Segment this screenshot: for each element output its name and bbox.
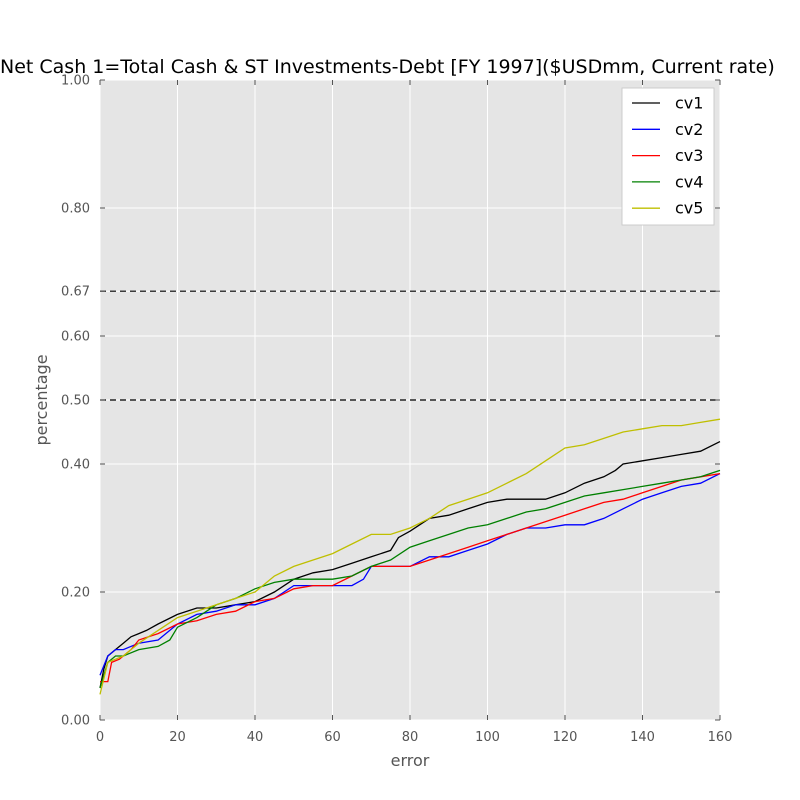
chart-title: Net Cash 1=Total Cash & ST Investments-D… [0, 56, 775, 78]
legend-label-cv2: cv2 [675, 120, 703, 139]
legend-label-cv5: cv5 [675, 199, 703, 218]
y-axis-label: percentage [32, 354, 51, 445]
x-tick-label: 100 [475, 730, 500, 745]
y-tick-label: 1.00 [61, 74, 90, 89]
legend-label-cv4: cv4 [675, 172, 703, 191]
x-tick-label: 20 [169, 730, 186, 745]
series-line-cv1 [99, 441, 721, 689]
x-axis-label: error [391, 751, 430, 770]
y-tick-label: 0.20 [61, 586, 90, 601]
x-tick-label: 0 [96, 730, 104, 745]
series-line-cv5 [99, 418, 721, 695]
x-tick-label: 160 [708, 730, 733, 745]
legend-label-cv3: cv3 [675, 146, 703, 165]
x-tick-label: 40 [247, 730, 264, 745]
y-tick-label: 0.60 [61, 330, 90, 345]
series-line-cv3 [100, 472, 721, 683]
legend: cv1 cv2 cv3 cv4 cv5 [621, 87, 715, 226]
y-tick-label: 0.50 [61, 394, 90, 409]
series-line-cv4 [99, 469, 721, 689]
legend-box [621, 87, 715, 226]
reference-lines [100, 290, 720, 401]
y-tick-label: 0.00 [61, 714, 90, 729]
y-tick-label: 0.67 [61, 285, 90, 300]
x-tick-label: 60 [324, 730, 341, 745]
legend-label-cv1: cv1 [675, 94, 703, 113]
y-tick-label: 0.40 [61, 458, 90, 473]
series-lines [99, 418, 721, 695]
x-tick-label: 120 [553, 730, 578, 745]
axis-ticks: 0 20 40 60 80 100 120 140 160 0.00 0.20 0.40 0.50 0.6… [61, 74, 732, 746]
x-tick-label: 80 [402, 730, 419, 745]
y-tick-label: 0.80 [61, 202, 90, 217]
x-tick-label: 140 [630, 730, 655, 745]
